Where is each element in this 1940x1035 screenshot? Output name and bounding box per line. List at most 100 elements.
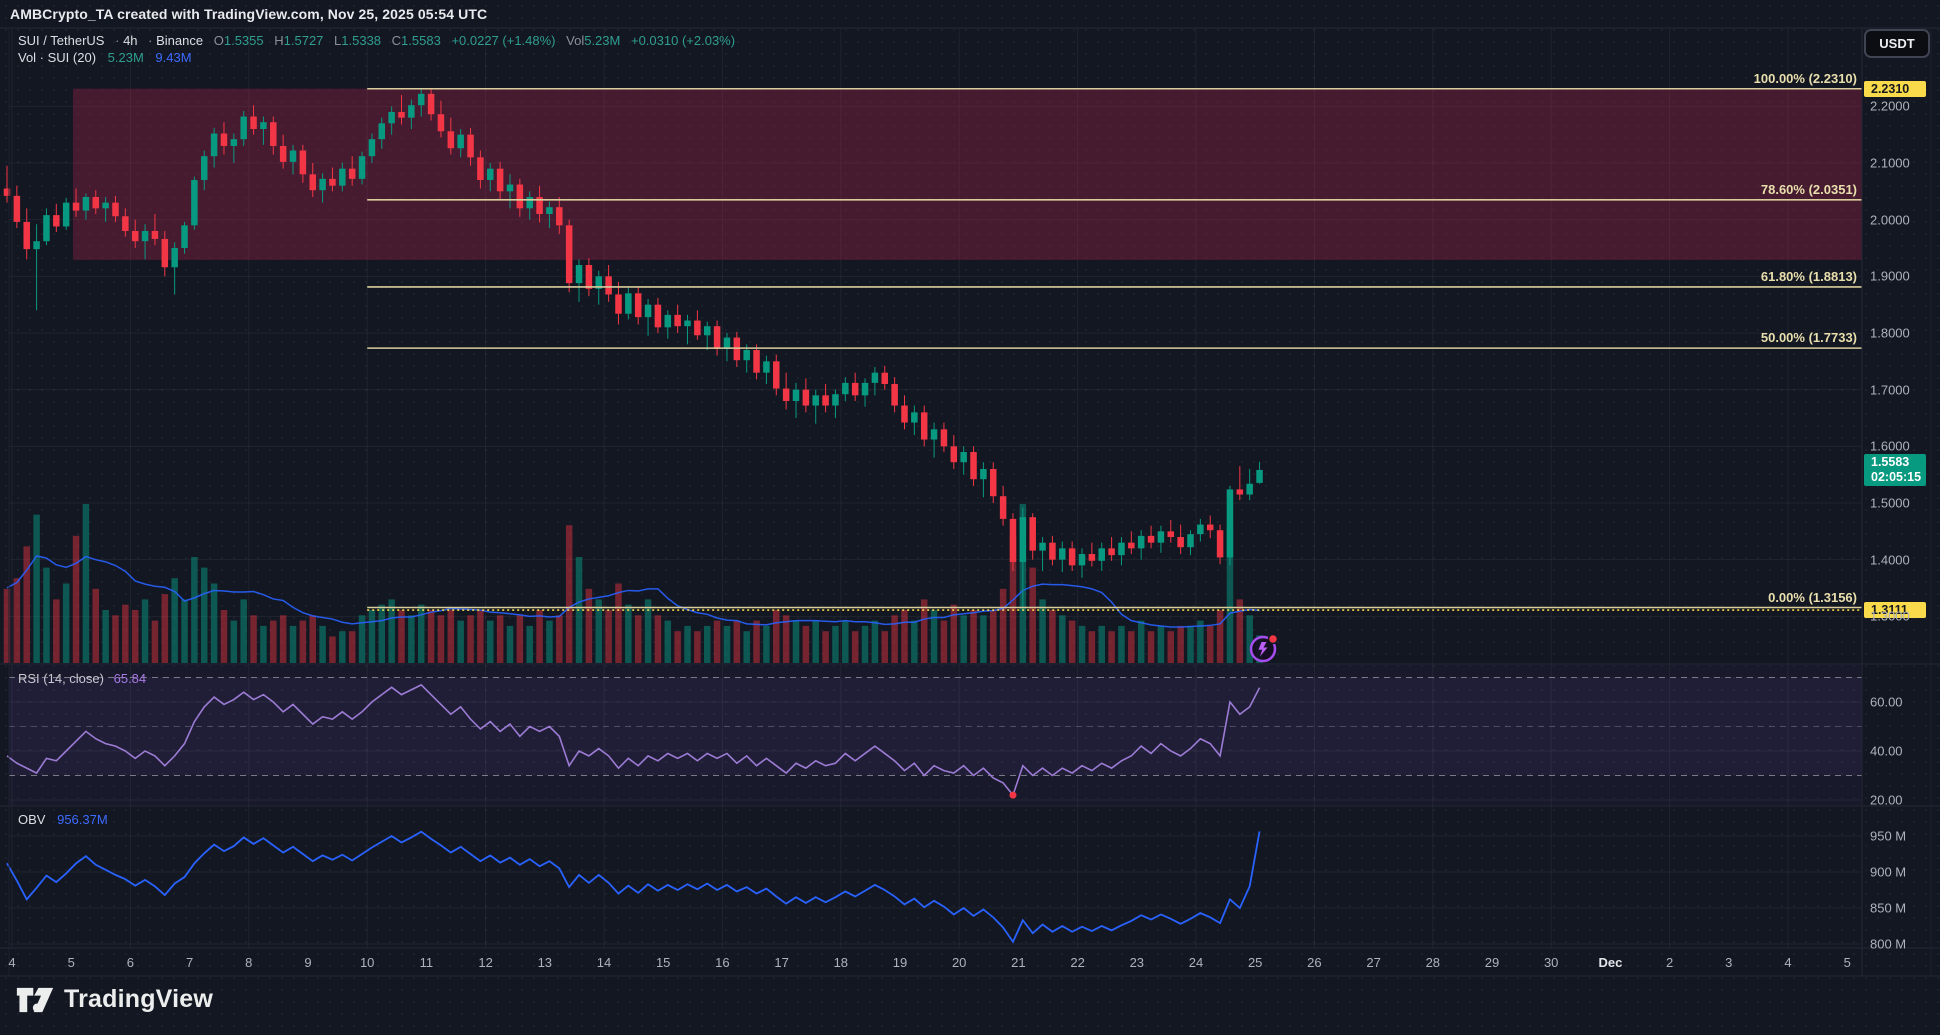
time-axis-label[interactable]: 11 bbox=[419, 955, 434, 970]
volume-indicator-legend[interactable]: Vol · SUI (20) 5.23M 9.43M bbox=[18, 50, 192, 65]
time-axis-label[interactable]: 10 bbox=[359, 955, 375, 970]
obv-scale-tick[interactable]: 900 M bbox=[1870, 864, 1907, 880]
time-axis-label[interactable]: 5 bbox=[67, 955, 75, 970]
time-axis-label[interactable]: 15 bbox=[655, 955, 671, 970]
obv-scale-tick[interactable]: 850 M bbox=[1870, 900, 1907, 916]
rsi-scale-tick[interactable]: 40.00 bbox=[1870, 743, 1903, 759]
price-scale-tick[interactable]: 1.8000 bbox=[1870, 325, 1910, 341]
low-value: 1.5338 bbox=[341, 33, 382, 48]
time-axis-label[interactable]: 13 bbox=[537, 955, 553, 970]
volume-indicator-value: 5.23M bbox=[107, 50, 144, 65]
time-axis-label[interactable]: 29 bbox=[1484, 955, 1500, 970]
volume-indicator-title[interactable]: Vol · SUI (20) bbox=[18, 50, 97, 65]
price-scale-tick[interactable]: 1.5000 bbox=[1870, 495, 1910, 511]
interval-label[interactable]: 4h bbox=[123, 33, 138, 48]
exchange-label: Binance bbox=[156, 33, 204, 48]
rsi-line bbox=[6, 683, 1261, 797]
close-value: 1.5583 bbox=[401, 33, 441, 48]
time-axis-label[interactable]: 17 bbox=[774, 955, 789, 970]
snapshot-watermark: AMBCrypto_TA created with TradingView.co… bbox=[10, 6, 488, 22]
time-axis-label[interactable]: 12 bbox=[478, 955, 493, 970]
time-axis-label[interactable]: 3 bbox=[1725, 955, 1733, 970]
fib-level-label[interactable]: 0.00% (1.3156) bbox=[1768, 589, 1857, 605]
time-axis-label[interactable]: 19 bbox=[892, 955, 908, 970]
close-key: C bbox=[391, 33, 402, 48]
low-key: L bbox=[334, 33, 342, 48]
time-axis-label[interactable]: 23 bbox=[1129, 955, 1145, 970]
currency-toggle-button[interactable]: USDT bbox=[1864, 29, 1930, 58]
symbol-legend[interactable]: SUI / TetherUS · 4h · Binance O1.5355 H1… bbox=[18, 33, 735, 48]
volume-value: 5.23M bbox=[584, 33, 621, 48]
fib-high-price-tag: 2.2310 bbox=[1864, 80, 1926, 97]
current-price-value: 1.5583 bbox=[1871, 454, 1910, 469]
fib-low-price-tag: 1.3111 bbox=[1864, 602, 1926, 619]
time-axis-label[interactable]: 21 bbox=[1011, 955, 1026, 970]
fib-level-label[interactable]: 100.00% (2.2310) bbox=[1753, 70, 1857, 86]
obv-legend[interactable]: OBV 956.37M bbox=[18, 812, 108, 827]
high-value: 1.5727 bbox=[283, 33, 324, 48]
price-scale-tick[interactable]: 2.0000 bbox=[1870, 212, 1910, 228]
legend-separator: · bbox=[115, 33, 120, 48]
fib-level-label[interactable]: 50.00% (1.7733) bbox=[1760, 330, 1857, 346]
time-axis-label[interactable]: 9 bbox=[304, 955, 312, 970]
obv-scale-tick[interactable]: 950 M bbox=[1870, 828, 1907, 844]
time-axis-label[interactable]: 28 bbox=[1425, 955, 1441, 970]
time-axis-label[interactable]: 20 bbox=[951, 955, 967, 970]
obv-title[interactable]: OBV bbox=[18, 812, 46, 827]
fib-range-box[interactable] bbox=[72, 88, 1863, 260]
price-scale-tick[interactable]: 2.1000 bbox=[1870, 155, 1910, 171]
time-axis-label[interactable]: 14 bbox=[596, 955, 612, 970]
volume-change: +0.0310 (+2.03%) bbox=[630, 33, 736, 48]
flash-event-icon[interactable] bbox=[1249, 633, 1279, 663]
volume-key: Vol bbox=[566, 33, 585, 48]
tradingview-logo[interactable]: TradingView bbox=[16, 985, 213, 1014]
time-axis-label[interactable]: 25 bbox=[1247, 955, 1263, 970]
rsi-legend[interactable]: RSI (14, close) 65.84 bbox=[18, 671, 146, 686]
time-axis-label[interactable]: Dec bbox=[1598, 955, 1623, 970]
open-value: 1.5355 bbox=[223, 33, 264, 48]
time-axis-label[interactable]: 5 bbox=[1843, 955, 1851, 970]
rsi-value: 65.84 bbox=[113, 671, 147, 686]
obv-line bbox=[6, 830, 1261, 944]
time-axis-label[interactable]: 6 bbox=[126, 955, 135, 970]
time-axis-label[interactable]: 7 bbox=[185, 955, 194, 970]
price-scale-tick[interactable]: 1.6000 bbox=[1870, 438, 1910, 454]
price-scale-tick[interactable]: 1.9000 bbox=[1870, 268, 1910, 284]
price-scale-tick[interactable]: 2.2000 bbox=[1870, 98, 1910, 114]
obv-value: 956.37M bbox=[57, 812, 108, 827]
time-axis-label[interactable]: 4 bbox=[1784, 955, 1792, 970]
time-axis-label[interactable]: 8 bbox=[245, 955, 253, 970]
legend-separator: · bbox=[148, 33, 153, 48]
symbol-name[interactable]: SUI / TetherUS bbox=[18, 33, 105, 48]
price-scale-tick[interactable]: 1.3000 bbox=[1870, 608, 1910, 624]
tradingview-logo-icon bbox=[16, 987, 54, 1012]
open-key: O bbox=[213, 33, 224, 48]
fib-level-label[interactable]: 61.80% (1.8813) bbox=[1760, 268, 1857, 284]
high-key: H bbox=[274, 33, 284, 48]
change-value: +0.0227 (+1.48%) bbox=[451, 33, 556, 48]
current-price-tag: 1.5583 02:05:15 bbox=[1864, 453, 1926, 486]
time-axis-label[interactable]: 27 bbox=[1366, 955, 1381, 970]
time-axis-label[interactable]: 26 bbox=[1307, 955, 1322, 970]
tradingview-logo-text: TradingView bbox=[64, 985, 214, 1013]
rsi-oversold-dot bbox=[1009, 791, 1017, 799]
rsi-title[interactable]: RSI (14, close) bbox=[18, 671, 104, 686]
candle-countdown: 02:05:15 bbox=[1871, 469, 1922, 484]
time-axis-label[interactable]: 24 bbox=[1188, 955, 1204, 970]
volume-ma-line bbox=[6, 555, 1260, 628]
time-axis-label[interactable]: 30 bbox=[1543, 955, 1559, 970]
fib-level-label[interactable]: 78.60% (2.0351) bbox=[1760, 181, 1857, 197]
time-axis-label[interactable]: 22 bbox=[1070, 955, 1085, 970]
time-axis-label[interactable]: 2 bbox=[1665, 955, 1674, 970]
price-scale-tick[interactable]: 1.7000 bbox=[1870, 382, 1910, 398]
time-axis-label[interactable]: 4 bbox=[8, 955, 16, 970]
obv-scale-tick[interactable]: 800 M bbox=[1870, 936, 1907, 952]
volume-ma-value: 9.43M bbox=[155, 50, 192, 65]
time-axis-label[interactable]: 18 bbox=[833, 955, 849, 970]
time-axis-label[interactable]: 16 bbox=[715, 955, 730, 970]
rsi-scale-tick[interactable]: 20.00 bbox=[1870, 792, 1903, 808]
rsi-scale-tick[interactable]: 60.00 bbox=[1870, 694, 1903, 710]
price-scale-tick[interactable]: 1.4000 bbox=[1870, 552, 1910, 568]
